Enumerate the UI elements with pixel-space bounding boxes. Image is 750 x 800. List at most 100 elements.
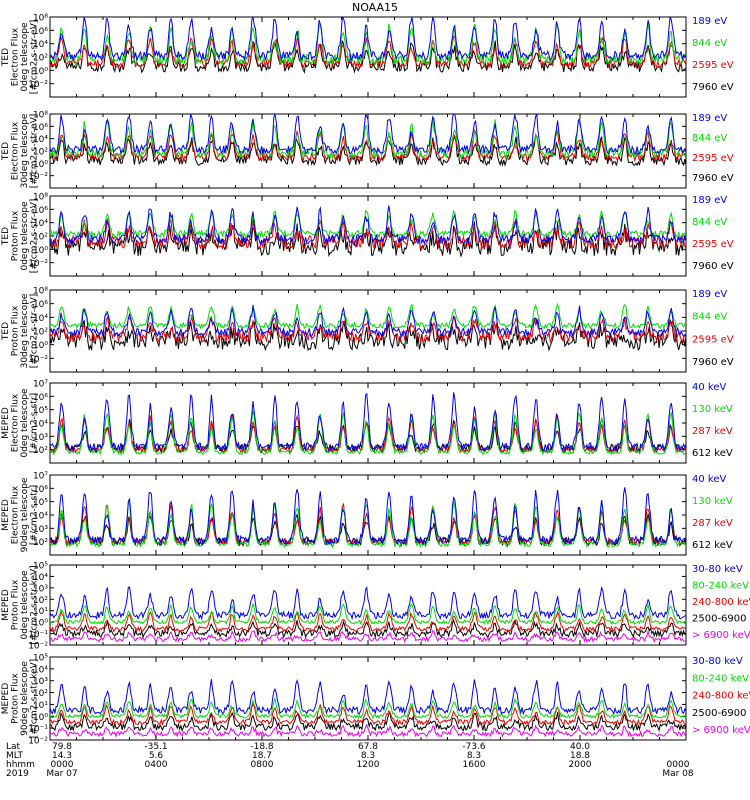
series-trace-red [50, 702, 686, 727]
y-axis-label-line: Electron Flux [11, 121, 21, 180]
legend-entry: 7960 eV [692, 261, 734, 272]
y-axis-label-line: [#/cm2-s-str-eV] [30, 114, 40, 189]
y-axis-label-line: Proton Flux [11, 579, 21, 630]
time-axis-value: 8.3 [467, 751, 481, 761]
y-tick-label: 10⁴ [33, 665, 48, 675]
time-axis-value: -73.6 [462, 742, 486, 752]
y-tick-label: 10⁵ [33, 562, 48, 572]
y-tick-label: 10⁻² [28, 172, 48, 182]
y-tick-label: 10⁻² [28, 737, 48, 747]
time-axis-value: 79.8 [52, 742, 72, 752]
y-tick-label: 10⁸ [33, 287, 48, 297]
series-trace-green [50, 23, 686, 67]
y-axis-label-line: 0deg telescope [20, 201, 30, 271]
y-tick-label: 10⁴ [33, 40, 48, 50]
y-tick-label: 10⁶ [33, 485, 48, 495]
legend-entry: 40 keV [692, 474, 726, 485]
legend-entry: 612 keV [692, 540, 733, 551]
y-tick-label: 10³ [33, 525, 48, 535]
legend-entry: 80-240 keV [692, 581, 749, 592]
time-axis-value: Mar 08 [662, 769, 694, 779]
y-axis-label: MEPEDProton Flux90deg telescope[#/cm2-s-… [1, 659, 40, 738]
legend-entry: 2595 eV [692, 334, 734, 345]
y-tick-label: 10⁰ [33, 713, 48, 723]
y-tick-label: 10² [33, 689, 48, 699]
series-trace-blue [50, 678, 686, 716]
legend-entry: > 6900 keV [692, 725, 750, 736]
time-axis-value: 0800 [251, 760, 274, 770]
y-tick-label: 10⁰ [33, 67, 48, 77]
legend-entry: 240-800 keV [692, 597, 750, 608]
time-axis-value: 67.8 [358, 742, 378, 752]
series-trace-blue [50, 585, 686, 621]
y-tick-label: 10⁸ [33, 193, 48, 203]
y-tick-label: 10⁶ [33, 393, 48, 403]
time-axis-value: Mar 07 [46, 769, 77, 779]
time-axis-value: 8.3 [361, 751, 375, 761]
legend-entry: 2595 eV [692, 239, 734, 250]
y-axis-label-line: Proton Flux [11, 305, 21, 356]
y-axis-label-line: Electron Flux [11, 27, 21, 86]
y-axis-label-line: MEPED [1, 683, 11, 715]
legend-entry: 7960 eV [692, 173, 734, 184]
y-tick-label: 10⁰ [33, 246, 48, 256]
y-tick-label: 10⁴ [33, 512, 48, 522]
y-tick-label: 10⁶ [33, 27, 48, 37]
legend-entry: 240-800 keV [692, 691, 750, 702]
y-tick-label: 10⁴ [33, 135, 48, 145]
y-axis-label-line: Proton Flux [11, 673, 21, 724]
legend-entry: 30-80 keV [692, 656, 743, 667]
y-axis-label-line: Electron Flux [11, 393, 21, 452]
time-axis-value: 5.6 [149, 751, 164, 761]
legend-entry: 189 eV [692, 16, 727, 27]
legend-entry: 189 eV [692, 289, 727, 300]
y-axis-label-line: MEPED [1, 407, 11, 439]
y-axis-label-line: TED [1, 227, 11, 246]
y-axis-label-line: 0deg telescope [20, 570, 30, 640]
y-tick-label: 10⁸ [33, 14, 48, 24]
series-trace-red [50, 218, 686, 252]
series-trace-magenta [50, 723, 686, 738]
y-axis-label-line: 30deg telescope [20, 113, 30, 188]
y-axis-label-line: [#/cm2-s-str-eV] [30, 20, 40, 95]
series-trace-black [50, 221, 686, 258]
time-axis-value: 1600 [463, 760, 486, 770]
chart-title: NOAA15 [352, 1, 398, 14]
y-axis-label-line: [#/cm2-s-str-keV] [30, 565, 40, 644]
y-tick-label: 10¹ [33, 701, 48, 711]
legend-entry: 189 eV [692, 195, 727, 206]
y-axis-label: TEDProton Flux0deg telescope[#/cm2-s-str… [1, 199, 40, 274]
series-trace-blue [50, 114, 686, 156]
y-axis-label: MEPEDProton Flux0deg telescope[#/cm2-s-s… [1, 565, 40, 644]
series-trace-blue [50, 304, 686, 339]
y-axis-label: TEDProton Flux30deg telescope[#/cm2-s-st… [1, 293, 40, 368]
y-tick-label: 10⁵ [33, 406, 48, 416]
y-tick-label: 10⁰ [33, 160, 48, 170]
y-tick-label: 10⁴ [33, 219, 48, 229]
y-tick-label: 10⁻¹ [28, 630, 48, 640]
y-tick-label: 10⁴ [33, 420, 48, 430]
y-tick-label: 10⁷ [33, 472, 48, 482]
y-axis-label-line: 0deg telescope [20, 22, 30, 92]
time-axis-value: 1200 [357, 760, 380, 770]
y-tick-label: 10⁴ [33, 573, 48, 583]
y-axis-label: MEPEDElectron Flux90deg telescope[#/cm2-… [1, 477, 40, 552]
y-tick-label: 10⁻¹ [28, 725, 48, 735]
y-tick-label: 10⁷ [33, 380, 48, 390]
series-trace-green [50, 209, 686, 239]
time-axis-value: -35.1 [144, 742, 167, 752]
time-row-label: MLT [6, 751, 24, 761]
y-tick-label: 10⁰ [33, 341, 48, 351]
time-axis-value: 0400 [145, 760, 168, 770]
time-axis-value: 2000 [569, 760, 592, 770]
series-trace-green [50, 697, 686, 720]
y-tick-label: 10⁶ [33, 206, 48, 216]
y-tick-label: 10² [33, 148, 48, 158]
series-trace-black [50, 711, 686, 733]
time-axis-value: 14.3 [52, 751, 72, 761]
y-axis-label-line: MEPED [1, 589, 11, 621]
